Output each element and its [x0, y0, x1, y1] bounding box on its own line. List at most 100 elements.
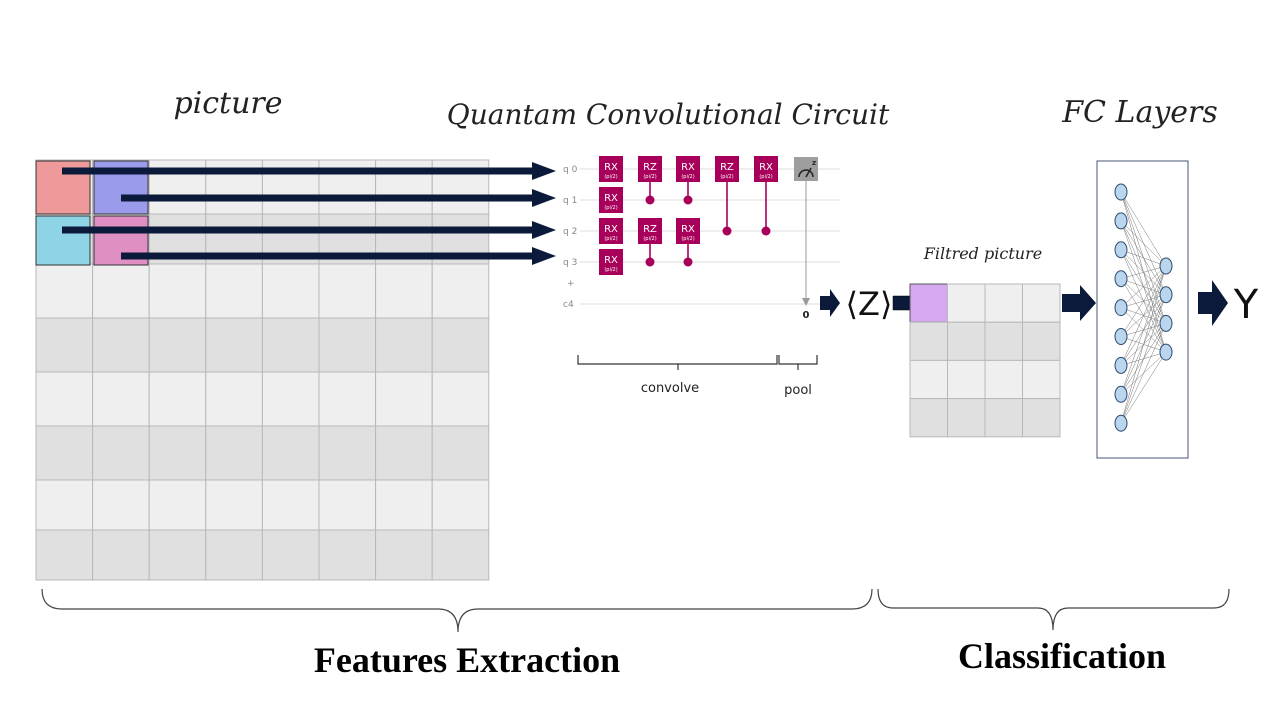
- picture-cell: [205, 479, 263, 531]
- filtered-cell: [909, 283, 948, 323]
- picture-cell: [318, 317, 377, 373]
- picture-cell: [35, 263, 94, 319]
- input-neuron: [1114, 299, 1128, 317]
- gate-label: RX: [604, 224, 618, 235]
- picture-cell: [431, 317, 490, 373]
- input-neuron: [1114, 270, 1128, 288]
- gate-label: RX: [604, 255, 618, 266]
- qubit-label-0: q 0: [563, 165, 578, 175]
- gate-param: (pi/2): [604, 205, 617, 211]
- filtered-cell: [947, 321, 986, 361]
- filtered-cell: [1022, 283, 1061, 323]
- picture-cell: [35, 425, 94, 481]
- picture-cell: [318, 479, 377, 531]
- pool-brace: [778, 355, 818, 370]
- input-arrow-shaft: [121, 252, 532, 260]
- picture-cell: [261, 263, 320, 319]
- input-arrow-shaft: [62, 226, 532, 234]
- fc-edge: [1120, 265, 1167, 308]
- input-neuron: [1114, 183, 1128, 201]
- picture-cell: [318, 425, 377, 481]
- picture-cell: [205, 371, 263, 427]
- qubit-label-1: q 1: [563, 196, 577, 206]
- expectation-label: ⟨Z⟩: [846, 285, 893, 323]
- gate-param: (pi/2): [720, 174, 733, 180]
- filtered-cell: [947, 359, 986, 400]
- fc-edge: [1120, 265, 1167, 424]
- fc-edge: [1120, 351, 1167, 424]
- filtered-cell: [984, 283, 1023, 323]
- quantum-circuit: q 0 q 1 q 2 q 3 + c4 RX(pi/2)RX(pi/2)RX(…: [563, 156, 840, 321]
- picture-cell: [375, 425, 433, 481]
- gate-param: (pi/2): [643, 174, 656, 180]
- picture-cell: [205, 263, 263, 319]
- gate-label: RX: [681, 162, 695, 173]
- patch-cell-cyan: [35, 215, 91, 266]
- picture-cell: [35, 371, 94, 427]
- gate-rz: [715, 156, 739, 182]
- gate-label: RX: [681, 224, 695, 235]
- input-arrow-head: [532, 247, 556, 265]
- gate-param: (pi/2): [681, 174, 694, 180]
- features-extraction-label: Features Extraction: [314, 640, 620, 680]
- control-dot: [645, 195, 655, 205]
- circuit-title: Quantam Convolutional Circuit: [447, 98, 890, 131]
- classification-label: Classification: [958, 636, 1166, 676]
- fc-edge: [1120, 191, 1167, 267]
- filtered-cell: [909, 398, 948, 438]
- register-plus: +: [567, 279, 575, 289]
- qubit-label-2: q 2: [563, 227, 577, 237]
- picture-cell: [148, 529, 207, 581]
- input-neuron: [1114, 385, 1128, 403]
- control-lines: [645, 169, 771, 267]
- convolve-brace: [577, 355, 778, 370]
- gate-rx: [754, 156, 778, 182]
- picture-cell: [92, 263, 150, 319]
- picture-cell: [92, 317, 150, 373]
- picture-cell: [318, 263, 377, 319]
- input-neuron: [1114, 212, 1128, 230]
- picture-cell: [92, 371, 150, 427]
- filtered-cell: [1022, 398, 1061, 438]
- qubit-wires: [580, 168, 840, 305]
- gate-label: RX: [604, 193, 618, 204]
- gate-rx: [676, 156, 700, 182]
- control-dot: [761, 226, 771, 236]
- filtered-cell: [1022, 359, 1061, 400]
- gate-param: (pi/2): [604, 267, 617, 273]
- input-arrow-head: [532, 162, 556, 180]
- control-dot: [683, 257, 693, 267]
- features-extraction-brace: [41, 588, 873, 633]
- gate-param: (pi/2): [759, 174, 772, 180]
- picture-cell: [261, 317, 320, 373]
- filtered-cell: [947, 283, 986, 323]
- gate-label: RZ: [720, 162, 734, 173]
- filtered-cell: [984, 359, 1023, 400]
- input-arrows: [62, 162, 556, 265]
- picture-cell: [431, 263, 490, 319]
- picture-cell: [35, 317, 94, 373]
- expectation-arrow: [820, 289, 840, 317]
- gate-rx: [676, 218, 700, 244]
- fc-edge: [1120, 265, 1167, 279]
- picture-cell: [375, 317, 433, 373]
- gate-rz: [638, 156, 662, 182]
- picture-title: picture: [173, 86, 282, 121]
- gate-rx: [599, 249, 623, 275]
- fc-edge: [1120, 323, 1167, 424]
- picture-cell: [205, 529, 263, 581]
- gate-label: RZ: [643, 224, 657, 235]
- gate-param: (pi/2): [604, 236, 617, 242]
- input-neuron: [1114, 356, 1128, 374]
- picture-cell: [261, 479, 320, 531]
- gate-label: RZ: [643, 162, 657, 173]
- picture-cell: [35, 529, 94, 581]
- hidden-neuron: [1159, 286, 1173, 304]
- input-arrow-shaft: [121, 194, 532, 202]
- picture-cell: [35, 479, 94, 531]
- pool-label: pool: [784, 383, 812, 398]
- filtered-picture-title: Filtred picture: [923, 244, 1042, 263]
- hidden-neuron: [1159, 343, 1173, 361]
- input-arrow-head: [532, 189, 556, 207]
